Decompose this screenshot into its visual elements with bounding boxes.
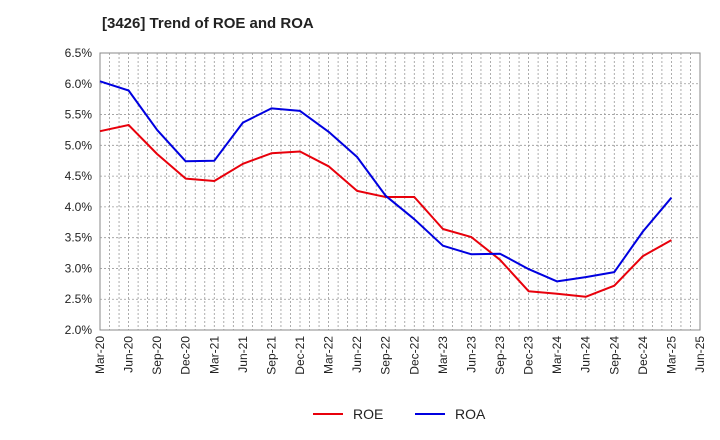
x-axis-ticks: Mar-20 Jun-20 Sep-20 Dec-20 Mar-21 Jun-21 Sep-…: [93, 336, 707, 375]
y-axis-ticks: 2.0% 2.5% 3.0% 3.5% 4.0% 4.5% 5.0% 5.5% 6.0% 6.5%: [65, 46, 93, 337]
x-tick-label: Jun-20: [122, 336, 136, 373]
x-tick-label: Jun-25: [693, 336, 707, 373]
y-tick-label: 5.0%: [65, 138, 93, 152]
x-tick-label: Mar-22: [322, 336, 336, 374]
x-tick-label: Dec-23: [522, 336, 536, 375]
x-tick-label: Sep-24: [607, 336, 621, 375]
x-tick-label: Jun-24: [579, 336, 593, 373]
legend-label-roa: ROA: [455, 406, 486, 422]
x-tick-label: Sep-22: [379, 336, 393, 375]
x-tick-label: Dec-20: [179, 336, 193, 375]
x-tick-label: Mar-23: [436, 336, 450, 374]
y-tick-label: 6.0%: [65, 77, 93, 91]
chart-title: [3426] Trend of ROE and ROA: [102, 15, 314, 32]
x-tick-label: Mar-25: [664, 336, 678, 374]
y-tick-label: 4.5%: [65, 169, 93, 183]
y-tick-label: 4.0%: [65, 200, 93, 214]
series-lines: [99, 80, 673, 298]
series-line-roa: [99, 80, 673, 283]
legend-label-roe: ROE: [353, 406, 383, 422]
x-tick-label: Sep-21: [264, 336, 278, 375]
y-tick-label: 6.5%: [65, 46, 93, 60]
x-tick-label: Dec-22: [407, 336, 421, 375]
x-tick-label: Jun-22: [350, 336, 364, 373]
y-tick-label: 5.5%: [65, 108, 93, 122]
x-tick-label: Mar-20: [93, 336, 107, 374]
plot-area: [99, 52, 701, 331]
x-tick-label: Mar-24: [550, 336, 564, 374]
y-tick-label: 2.5%: [65, 292, 93, 306]
x-tick-label: Dec-21: [293, 336, 307, 375]
x-tick-label: Mar-21: [207, 336, 221, 374]
x-tick-label: Dec-24: [636, 336, 650, 375]
y-tick-label: 3.0%: [65, 261, 93, 275]
y-tick-label: 2.0%: [65, 323, 93, 337]
x-tick-label: Jun-23: [464, 336, 478, 373]
y-tick-label: 3.5%: [65, 231, 93, 245]
x-tick-label: Sep-20: [150, 336, 164, 375]
x-tick-label: Jun-21: [236, 336, 250, 373]
x-tick-label: Sep-23: [493, 336, 507, 375]
legend: ROE ROA: [313, 406, 486, 422]
